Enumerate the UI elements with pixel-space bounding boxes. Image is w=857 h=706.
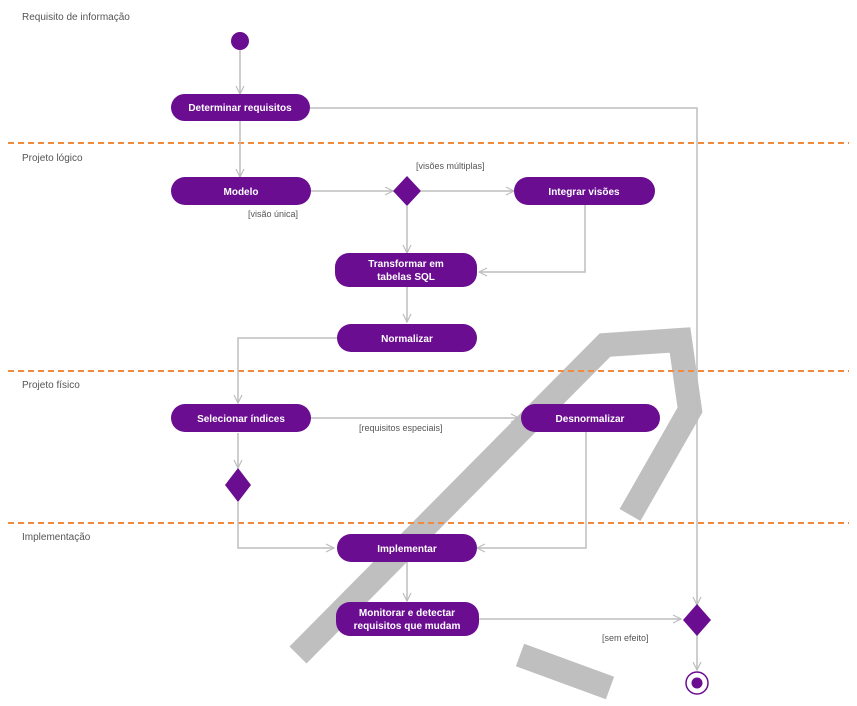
activity-label: Normalizar xyxy=(381,334,433,345)
guard-sem-efeito: [sem efeito] xyxy=(602,633,649,643)
activity-label: tabelas SQL xyxy=(377,272,435,283)
guard-visoes-multiplas: [visões múltiplas] xyxy=(416,161,485,171)
activity-determinar-requisitos[interactable]: Determinar requisitos xyxy=(171,94,310,121)
lane-label-implementacao: Implementação xyxy=(22,532,91,543)
activity-label: Selecionar índices xyxy=(197,414,285,425)
decision-diamond-icon xyxy=(393,176,421,206)
activity-label: Determinar requisitos xyxy=(188,103,292,114)
activity-label: Transformar em xyxy=(368,259,444,270)
lane-dividers xyxy=(8,142,849,524)
decision-diamond-icon xyxy=(225,468,251,502)
edge xyxy=(310,107,697,605)
edge xyxy=(477,432,587,548)
activity-modelo[interactable]: Modelo xyxy=(171,177,311,205)
lane-label-logico: Projeto lógico xyxy=(22,153,83,164)
activity-label: Integrar visões xyxy=(548,187,620,198)
edge xyxy=(479,205,586,272)
initial-node-icon xyxy=(231,32,249,50)
guard-visao-unica: [visão única] xyxy=(248,209,298,219)
activity-label: Implementar xyxy=(377,544,437,555)
edge xyxy=(238,337,337,403)
activity-label: Modelo xyxy=(224,187,259,198)
activity-label: requisitos que mudam xyxy=(354,621,461,632)
decision-diamond-icon xyxy=(683,604,711,636)
guard-requisitos-especiais: [requisitos especiais] xyxy=(359,423,443,433)
lane-label-requisito: Requisito de informação xyxy=(22,12,130,23)
final-node-icon xyxy=(685,671,709,695)
activity-implementar[interactable]: Implementar xyxy=(337,534,477,562)
activity-transformar-tabelas-sql[interactable]: Transformar em tabelas SQL xyxy=(335,253,477,287)
watermark-logo xyxy=(289,327,703,700)
activity-monitorar-requisitos[interactable]: Monitorar e detectar requisitos que muda… xyxy=(336,602,479,636)
activity-desnormalizar[interactable]: Desnormalizar xyxy=(521,404,660,432)
activity-selecionar-indices[interactable]: Selecionar índices xyxy=(171,404,311,432)
activity-normalizar[interactable]: Normalizar xyxy=(337,324,477,352)
edges xyxy=(238,50,697,670)
activity-integrar-visoes[interactable]: Integrar visões xyxy=(514,177,655,205)
lane-label-fisico: Projeto físico xyxy=(22,380,80,391)
activity-label: Desnormalizar xyxy=(556,414,625,425)
edge xyxy=(237,502,334,548)
activity-label: Monitorar e detectar xyxy=(359,608,455,619)
